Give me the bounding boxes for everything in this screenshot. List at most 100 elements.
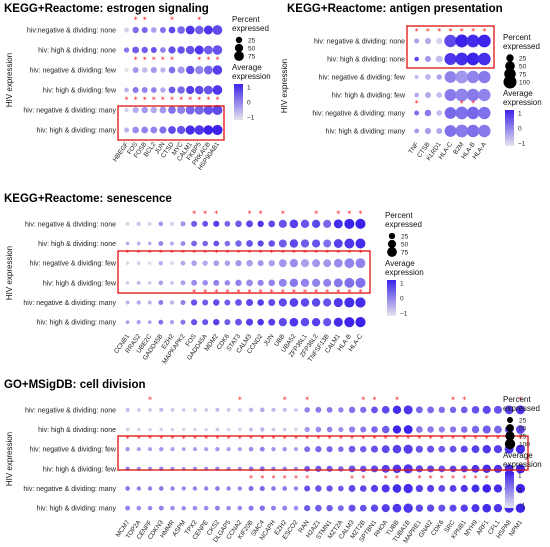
dot bbox=[185, 105, 195, 115]
significance-star: * bbox=[259, 249, 263, 258]
dot bbox=[493, 484, 503, 493]
dot bbox=[515, 483, 526, 494]
dot bbox=[204, 427, 208, 432]
dot bbox=[148, 427, 152, 432]
dot bbox=[235, 260, 242, 267]
significance-star: * bbox=[336, 249, 340, 258]
dot bbox=[455, 106, 469, 120]
significance-star: * bbox=[214, 209, 218, 218]
dot bbox=[125, 241, 130, 246]
size-legend-title: expressed bbox=[385, 220, 422, 229]
significance-star: * bbox=[417, 435, 421, 444]
row-label: hiv: negative & dividing: many bbox=[23, 486, 116, 493]
dot bbox=[471, 464, 480, 473]
dot bbox=[415, 504, 424, 512]
significance-star: * bbox=[339, 435, 343, 444]
dot bbox=[300, 219, 310, 229]
dot bbox=[150, 106, 158, 114]
dot bbox=[392, 444, 402, 454]
dot bbox=[425, 74, 431, 80]
significance-star: * bbox=[170, 249, 174, 258]
dot bbox=[194, 85, 204, 95]
significance-star: * bbox=[395, 435, 399, 444]
significance-star: * bbox=[203, 249, 207, 258]
dot bbox=[192, 447, 197, 452]
dot bbox=[185, 25, 195, 35]
dot bbox=[168, 46, 176, 54]
significance-star: * bbox=[143, 15, 147, 24]
dot bbox=[471, 425, 480, 434]
dot bbox=[259, 505, 265, 511]
dot bbox=[125, 300, 130, 305]
dot bbox=[159, 27, 166, 33]
dot bbox=[213, 260, 220, 267]
dot bbox=[180, 260, 186, 266]
dot bbox=[444, 125, 457, 137]
dot bbox=[246, 298, 254, 307]
significance-star: * bbox=[238, 435, 242, 444]
dot bbox=[224, 319, 231, 326]
significance-star: * bbox=[460, 99, 464, 108]
dot bbox=[180, 319, 186, 325]
significance-star: * bbox=[203, 209, 207, 218]
dot bbox=[259, 407, 265, 413]
color-legend-label: 1 bbox=[518, 110, 522, 117]
significance-star: * bbox=[143, 95, 147, 104]
dot bbox=[257, 220, 264, 228]
dot bbox=[132, 106, 139, 114]
significance-star: * bbox=[451, 435, 455, 444]
row-label: hiv:negative & dividing: none bbox=[27, 28, 116, 35]
dot bbox=[348, 445, 356, 453]
significance-star: * bbox=[395, 474, 399, 483]
dot bbox=[355, 238, 366, 249]
dot bbox=[132, 86, 139, 94]
dot bbox=[449, 426, 457, 433]
dot bbox=[268, 299, 276, 306]
dot bbox=[289, 278, 299, 288]
dot bbox=[344, 277, 355, 288]
color-legend-label: 0 bbox=[247, 99, 251, 106]
significance-star: * bbox=[449, 27, 453, 36]
dot bbox=[326, 485, 333, 492]
dot bbox=[185, 45, 195, 55]
size-legend-dot bbox=[234, 51, 244, 61]
dot bbox=[202, 280, 208, 286]
dot bbox=[304, 407, 310, 413]
dot bbox=[158, 280, 164, 286]
dot bbox=[348, 426, 356, 433]
dot bbox=[323, 259, 332, 268]
size-legend-title: Percent bbox=[232, 15, 260, 24]
dot bbox=[271, 486, 276, 491]
dot bbox=[147, 221, 152, 226]
size-legend-dot bbox=[506, 424, 514, 432]
dot bbox=[192, 486, 198, 491]
dot bbox=[415, 465, 423, 473]
significance-star: * bbox=[171, 435, 175, 444]
dot bbox=[438, 426, 445, 433]
dot bbox=[304, 485, 311, 492]
size-legend-dot bbox=[387, 247, 397, 257]
dot bbox=[185, 125, 195, 135]
significance-star: * bbox=[395, 395, 399, 404]
row-label: hiv: negative & dividing: few bbox=[319, 75, 406, 82]
dot bbox=[415, 445, 423, 453]
dot bbox=[315, 446, 322, 453]
dot bbox=[158, 260, 164, 266]
dot bbox=[268, 220, 276, 228]
significance-star: * bbox=[193, 435, 197, 444]
size-legend-dot bbox=[507, 417, 513, 423]
dot bbox=[235, 318, 242, 326]
dot bbox=[338, 426, 344, 433]
dot bbox=[160, 87, 166, 93]
significance-star: * bbox=[485, 435, 489, 444]
significance-star: * bbox=[373, 395, 377, 404]
dot bbox=[449, 465, 457, 473]
dot bbox=[125, 505, 131, 511]
dot bbox=[444, 52, 457, 66]
significance-star: * bbox=[143, 55, 147, 64]
significance-star: * bbox=[336, 209, 340, 218]
dot bbox=[493, 503, 503, 513]
dot bbox=[186, 85, 195, 95]
dot bbox=[235, 220, 242, 228]
dot bbox=[168, 106, 176, 114]
